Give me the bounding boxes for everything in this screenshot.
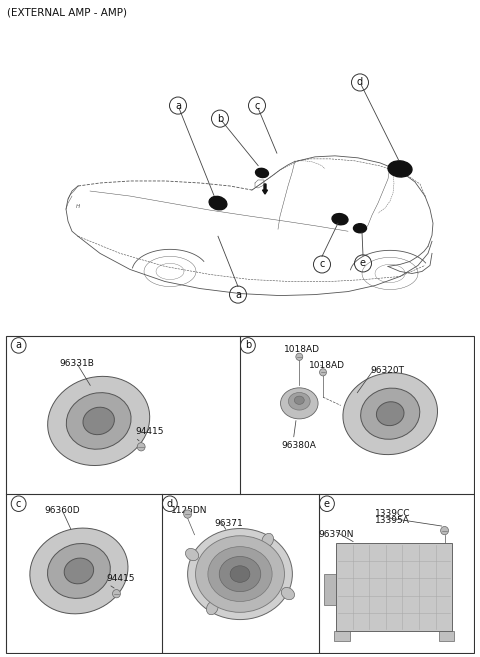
- Text: d: d: [167, 499, 173, 509]
- Text: 96371: 96371: [214, 519, 243, 528]
- Ellipse shape: [219, 556, 261, 592]
- Text: e: e: [324, 499, 330, 509]
- Ellipse shape: [353, 223, 367, 233]
- Text: (EXTERNAL AMP - AMP): (EXTERNAL AMP - AMP): [7, 7, 127, 17]
- Ellipse shape: [48, 376, 150, 466]
- Text: 96331B: 96331B: [59, 359, 94, 368]
- Ellipse shape: [48, 543, 110, 599]
- Ellipse shape: [30, 528, 128, 614]
- Ellipse shape: [195, 535, 285, 612]
- Text: c: c: [16, 499, 21, 509]
- Ellipse shape: [294, 396, 304, 405]
- Text: e: e: [360, 258, 366, 269]
- Circle shape: [296, 353, 303, 361]
- Ellipse shape: [185, 549, 199, 560]
- Bar: [336, 543, 453, 631]
- Text: 1339CC: 1339CC: [375, 509, 411, 518]
- Ellipse shape: [343, 373, 437, 455]
- Ellipse shape: [376, 402, 404, 426]
- Ellipse shape: [360, 388, 420, 440]
- Text: H: H: [76, 204, 80, 209]
- Bar: [324, 574, 336, 605]
- Ellipse shape: [208, 547, 272, 601]
- Text: 94415: 94415: [107, 574, 135, 583]
- Text: c: c: [319, 260, 324, 269]
- Text: 96370N: 96370N: [318, 530, 354, 539]
- Text: 13395A: 13395A: [375, 516, 410, 525]
- Text: 96380A: 96380A: [281, 441, 316, 449]
- Text: 1125DN: 1125DN: [171, 506, 207, 515]
- Circle shape: [137, 443, 145, 451]
- Text: 94415: 94415: [135, 428, 164, 436]
- Text: a: a: [16, 340, 22, 350]
- Ellipse shape: [255, 168, 268, 177]
- Text: a: a: [235, 290, 241, 300]
- FancyArrow shape: [263, 184, 267, 194]
- Bar: [439, 631, 455, 641]
- Ellipse shape: [66, 393, 131, 449]
- Ellipse shape: [64, 558, 94, 584]
- Ellipse shape: [262, 533, 274, 547]
- Text: c: c: [254, 101, 260, 110]
- Ellipse shape: [281, 587, 295, 600]
- Text: b: b: [217, 114, 223, 124]
- Text: 1018AD: 1018AD: [309, 361, 345, 370]
- Ellipse shape: [206, 601, 218, 615]
- Ellipse shape: [230, 566, 250, 582]
- Ellipse shape: [332, 214, 348, 225]
- Ellipse shape: [209, 196, 227, 210]
- Ellipse shape: [188, 528, 292, 620]
- Circle shape: [441, 526, 448, 535]
- Text: d: d: [357, 78, 363, 87]
- Text: 96360D: 96360D: [44, 506, 80, 515]
- Text: 1018AD: 1018AD: [284, 346, 320, 354]
- Text: 96320T: 96320T: [371, 366, 405, 375]
- Circle shape: [112, 589, 120, 598]
- Ellipse shape: [280, 388, 318, 419]
- Ellipse shape: [388, 161, 412, 177]
- Text: b: b: [245, 340, 251, 350]
- Ellipse shape: [83, 407, 114, 435]
- Circle shape: [184, 510, 192, 518]
- Ellipse shape: [288, 392, 310, 410]
- Circle shape: [320, 369, 326, 376]
- Text: a: a: [175, 101, 181, 110]
- Bar: [334, 631, 350, 641]
